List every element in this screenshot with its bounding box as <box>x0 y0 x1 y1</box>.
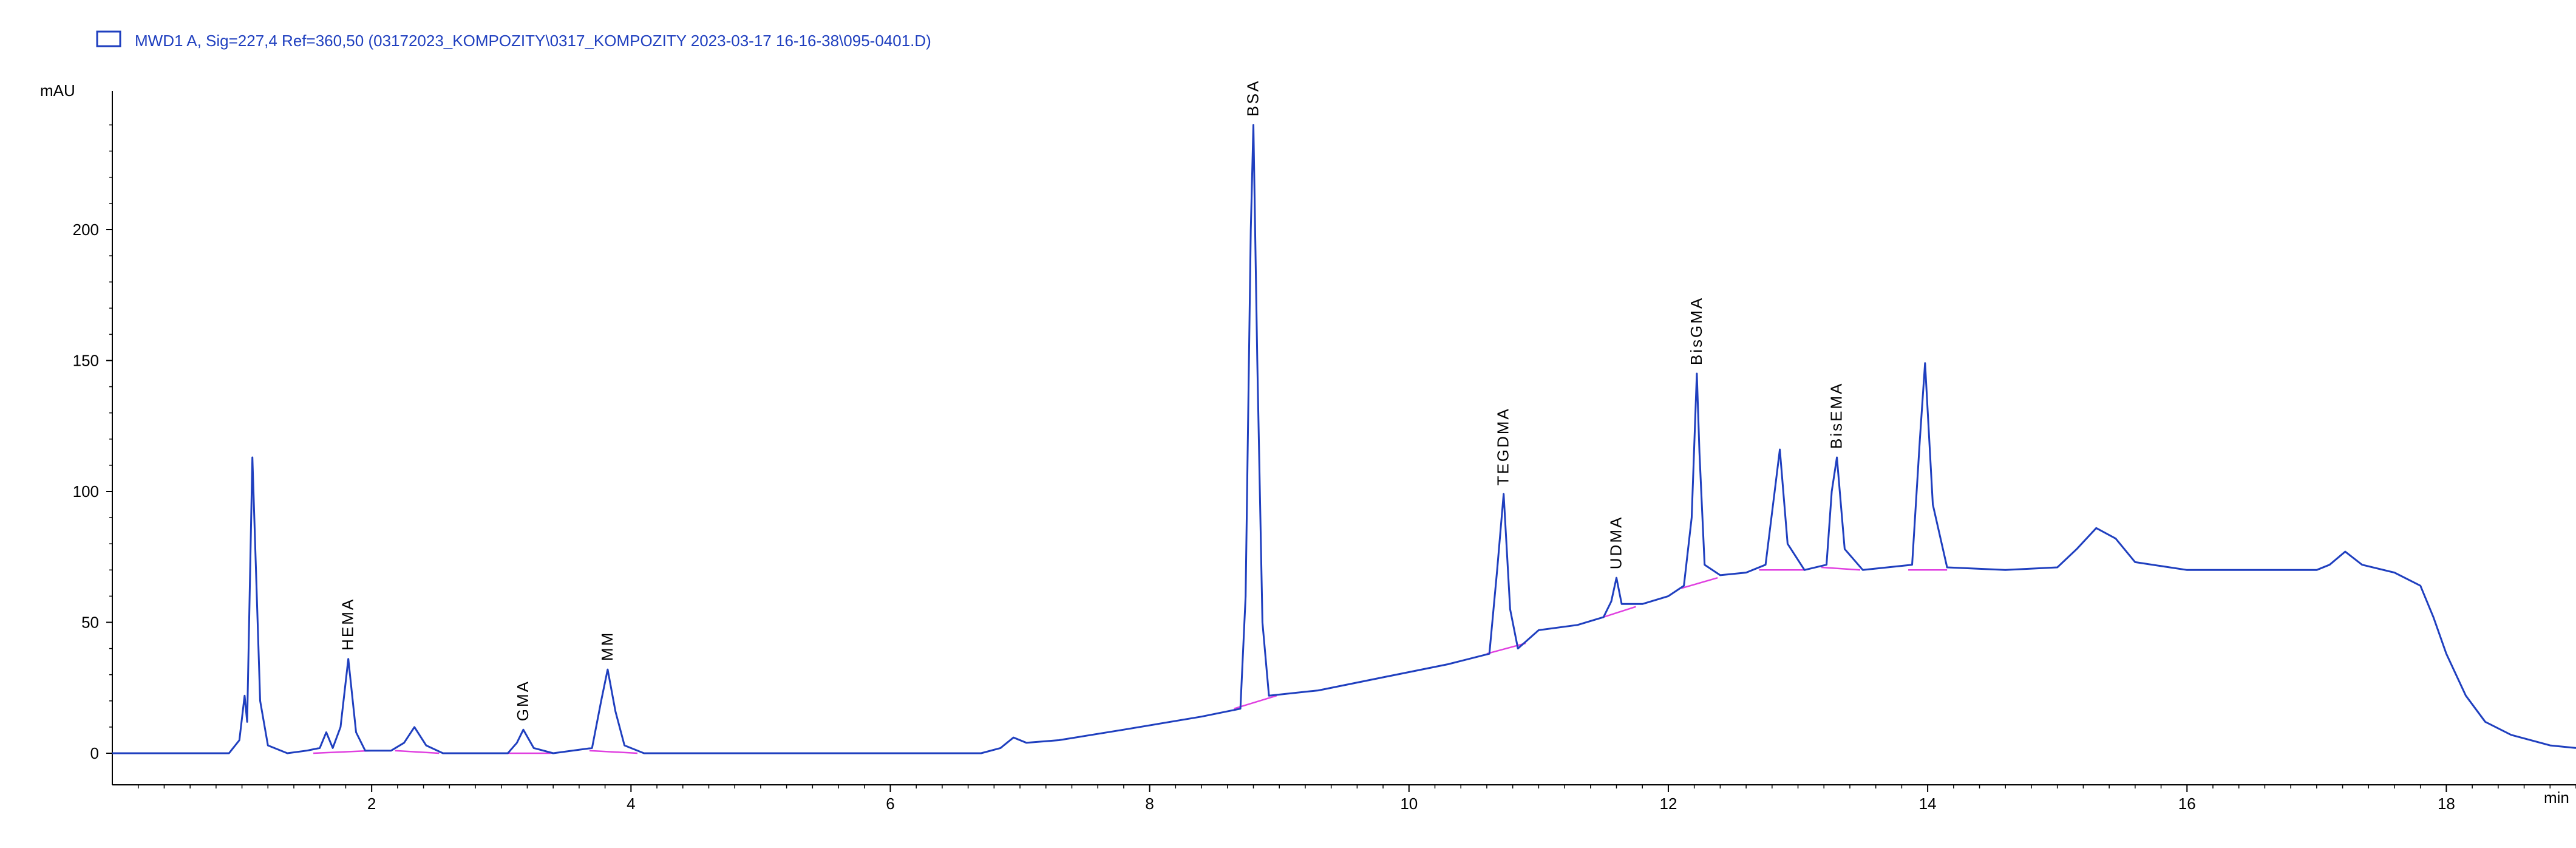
x-tick-label: 14 <box>1919 795 1937 813</box>
integration-baseline <box>1486 642 1526 655</box>
y-tick-label: 50 <box>81 614 99 632</box>
y-tick-label: 0 <box>90 744 99 762</box>
x-tick-label: 6 <box>886 795 894 813</box>
legend-swatch <box>96 30 121 47</box>
x-tick-label: 2 <box>367 795 376 813</box>
peak-label: BisGMA <box>1687 296 1705 365</box>
x-tick-label: 4 <box>627 795 635 813</box>
x-tick-label: 12 <box>1659 795 1677 813</box>
peak-label: BisEMA <box>1827 382 1846 449</box>
x-axis-unit: min <box>2544 788 2569 807</box>
integration-baseline <box>395 750 440 754</box>
signal-trace <box>112 124 2576 754</box>
integration-baseline <box>1821 566 1861 571</box>
peak-label: BSA <box>1243 80 1262 117</box>
y-tick-label: 100 <box>73 482 99 501</box>
x-tick-label: 8 <box>1145 795 1154 813</box>
y-tick-label: 150 <box>73 352 99 370</box>
integration-baseline <box>1681 577 1718 589</box>
x-tick-label: 10 <box>1400 795 1418 813</box>
peak-label: TEGDMA <box>1494 407 1512 485</box>
peak-label: UDMA <box>1607 516 1625 570</box>
peak-label: MM <box>598 631 616 661</box>
y-axis-unit: mAU <box>40 81 75 100</box>
integration-baseline <box>589 750 638 754</box>
legend: MWD1 A, Sig=227,4 Ref=360,50 (03172023_K… <box>96 30 931 50</box>
y-tick-label: 200 <box>73 221 99 239</box>
peak-label: GMA <box>514 680 532 721</box>
x-tick-label: 16 <box>2178 795 2196 813</box>
integration-baseline <box>313 750 372 754</box>
x-tick-label: 18 <box>2438 795 2455 813</box>
peak-label: HEMA <box>339 598 357 651</box>
integration-baseline <box>1603 606 1636 618</box>
legend-label: MWD1 A, Sig=227,4 Ref=360,50 (03172023_K… <box>135 32 931 50</box>
